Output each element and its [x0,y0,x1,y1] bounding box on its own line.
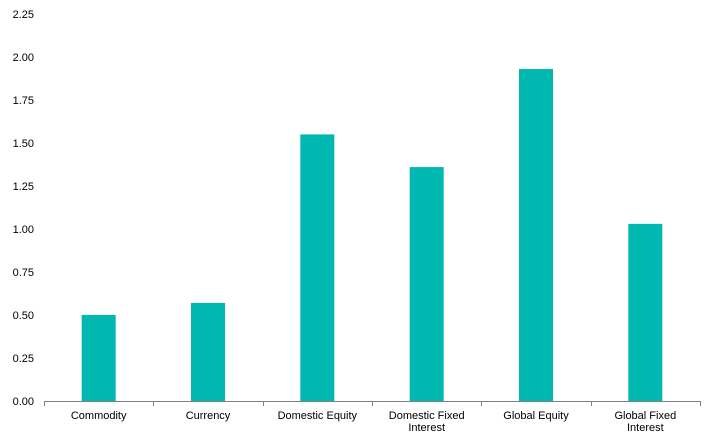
y-tick-label: 2.00 [13,52,34,64]
x-category-label-line: Global Fixed [614,410,676,422]
x-category-label-line: Domestic Equity [278,410,358,422]
y-tick-label: 1.50 [13,138,34,150]
y-tick-label: 0.75 [13,267,34,279]
y-tick-label: 1.00 [13,224,34,236]
y-tick-label: 0.00 [13,396,34,408]
bar [81,315,116,401]
y-tick-label: 1.25 [13,181,34,193]
bar [409,167,444,401]
x-category-label: Commodity [71,410,127,422]
y-tick-label: 1.75 [13,95,34,107]
x-category-label-line: Global Equity [503,410,569,422]
bar [519,69,553,401]
bars [81,69,663,401]
y-tick-label: 0.50 [13,310,34,322]
y-axis-ticks: 0.00 0.25 0.50 0.75 1.00 1.25 1.50 1.75 2.00 2.25 [13,9,34,408]
y-tick-label: 0.25 [13,353,34,365]
x-category-label: Domestic Equity [278,410,358,422]
x-axis-ticks [44,401,701,406]
x-category-label-line: Commodity [71,410,127,422]
x-axis-labels: Commodity Currency Domestic Equity Domestic… [71,410,676,434]
x-category-label-line: Currency [186,410,231,422]
y-tick-label: 2.25 [13,9,34,21]
bar [191,302,225,401]
x-category-label: Domestic Fixed Interest [389,410,465,434]
x-category-label-line: Interest [627,422,664,434]
x-category-label: Global Fixed Interest [614,410,676,434]
x-category-label: Currency [186,410,231,422]
x-category-label-line: Interest [408,422,445,434]
bar [628,223,663,401]
bar [300,134,335,401]
x-category-label: Global Equity [503,410,569,422]
x-category-label-line: Domestic Fixed [389,410,465,422]
